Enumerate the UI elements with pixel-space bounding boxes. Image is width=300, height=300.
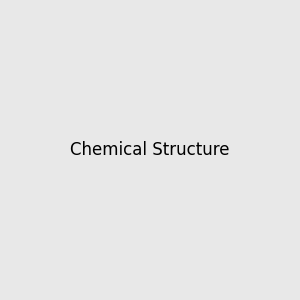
Text: Chemical Structure: Chemical Structure bbox=[70, 141, 230, 159]
